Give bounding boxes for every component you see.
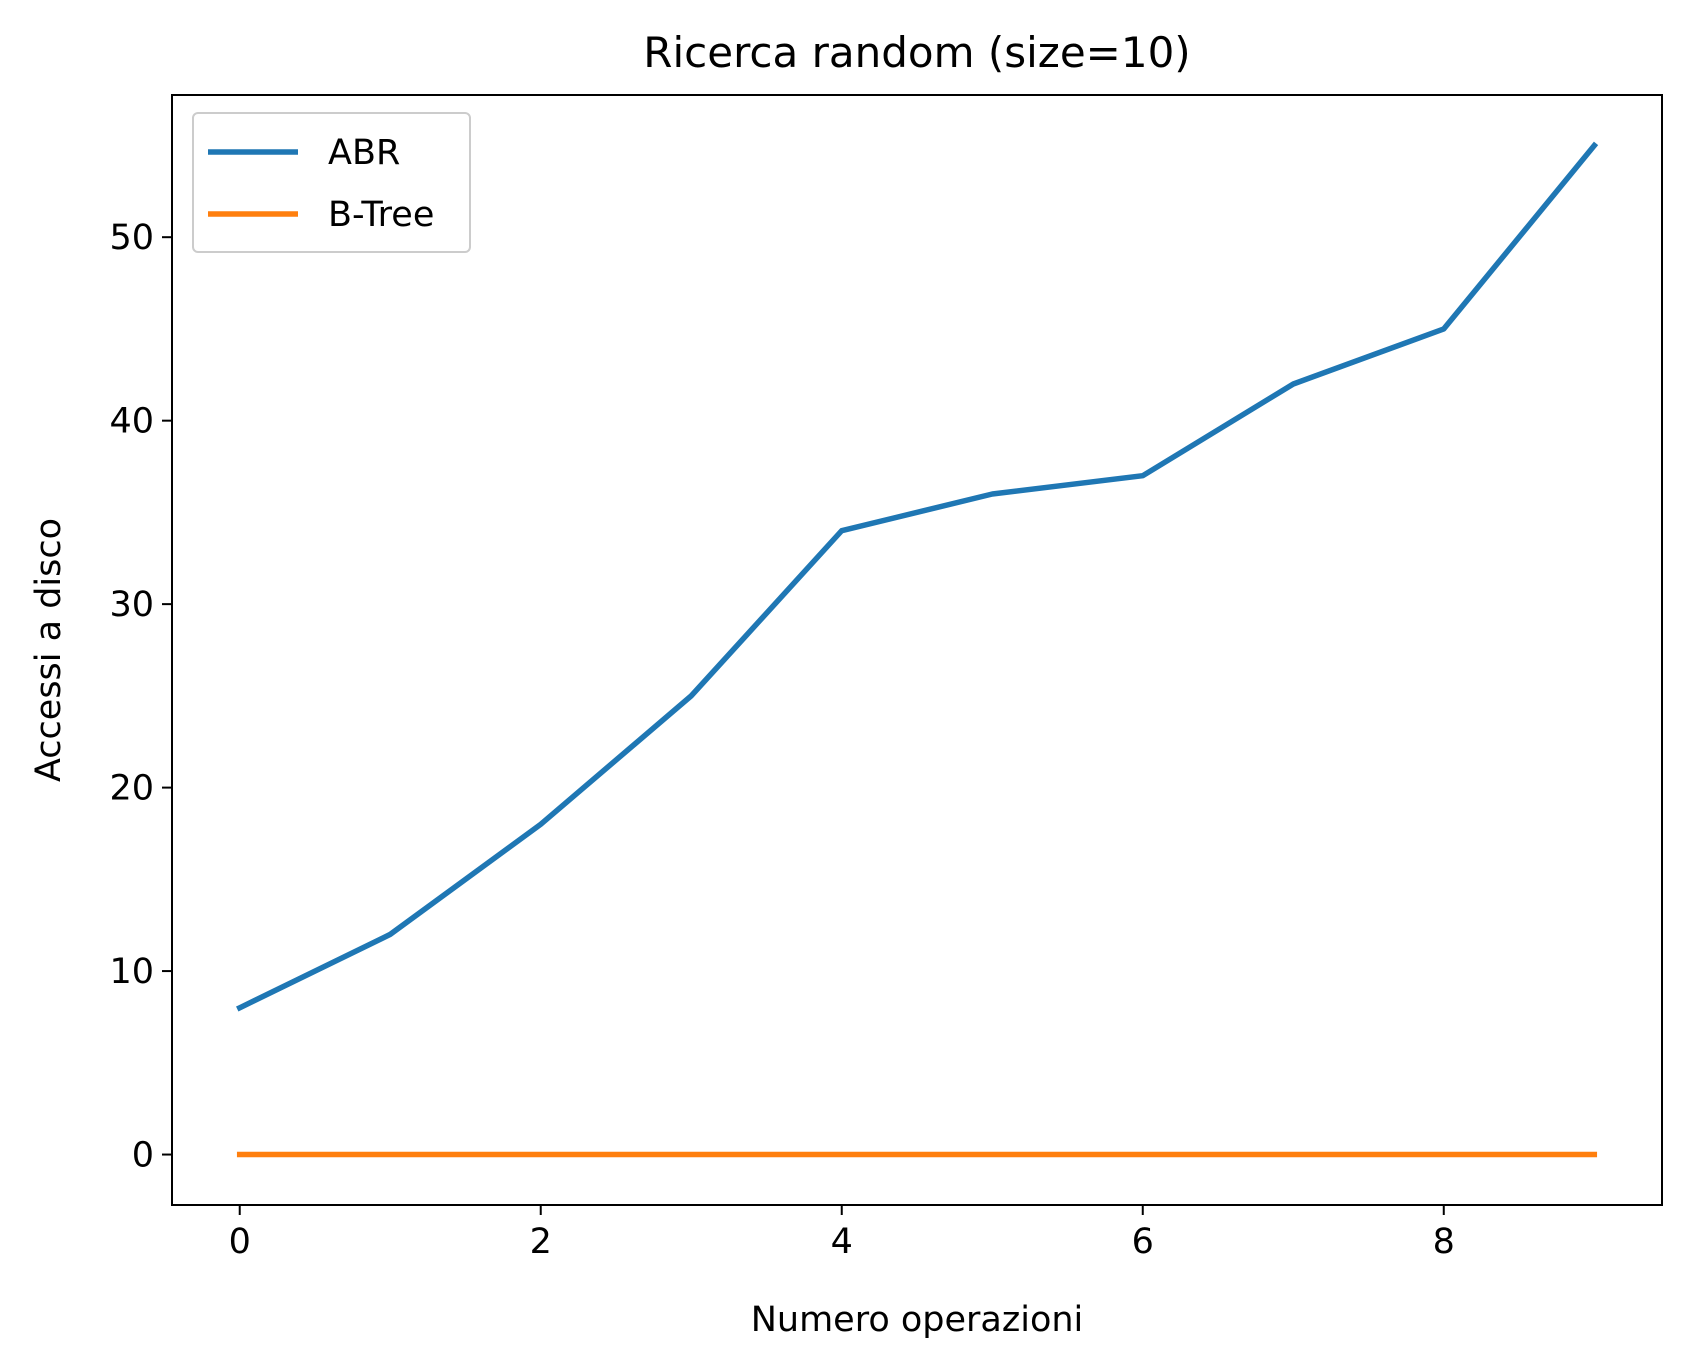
y-axis: 0 10 20 30 40 50 bbox=[109, 218, 172, 1176]
axes-frame bbox=[171, 94, 1663, 1206]
x-axis: 0 2 4 6 8 bbox=[229, 1205, 1455, 1262]
y-tick-label: 0 bbox=[132, 1136, 154, 1176]
legend: ABR B-Tree bbox=[192, 112, 471, 253]
x-tick-label: 8 bbox=[1433, 1222, 1455, 1262]
legend-box bbox=[192, 112, 471, 253]
series-line-abr bbox=[236, 141, 1599, 1012]
y-axis-label: Accessi a disco bbox=[29, 518, 69, 782]
legend-label-abr: ABR bbox=[328, 133, 400, 173]
legend-label-b-tree: B-Tree bbox=[328, 195, 434, 235]
x-tick-label: 2 bbox=[530, 1222, 552, 1262]
y-tick-label: 30 bbox=[109, 585, 154, 625]
x-tick-label: 6 bbox=[1132, 1222, 1154, 1262]
chart-title: Ricerca random (size=10) bbox=[643, 28, 1190, 77]
y-tick-label: 10 bbox=[109, 952, 154, 992]
x-tick-label: 0 bbox=[229, 1222, 251, 1262]
x-tick-label: 4 bbox=[831, 1222, 853, 1262]
plot-area bbox=[236, 141, 1599, 1158]
y-tick-label: 40 bbox=[109, 402, 154, 442]
y-tick-label: 20 bbox=[109, 769, 154, 809]
y-tick-label: 50 bbox=[109, 218, 154, 258]
x-axis-label: Numero operazioni bbox=[751, 1300, 1084, 1340]
